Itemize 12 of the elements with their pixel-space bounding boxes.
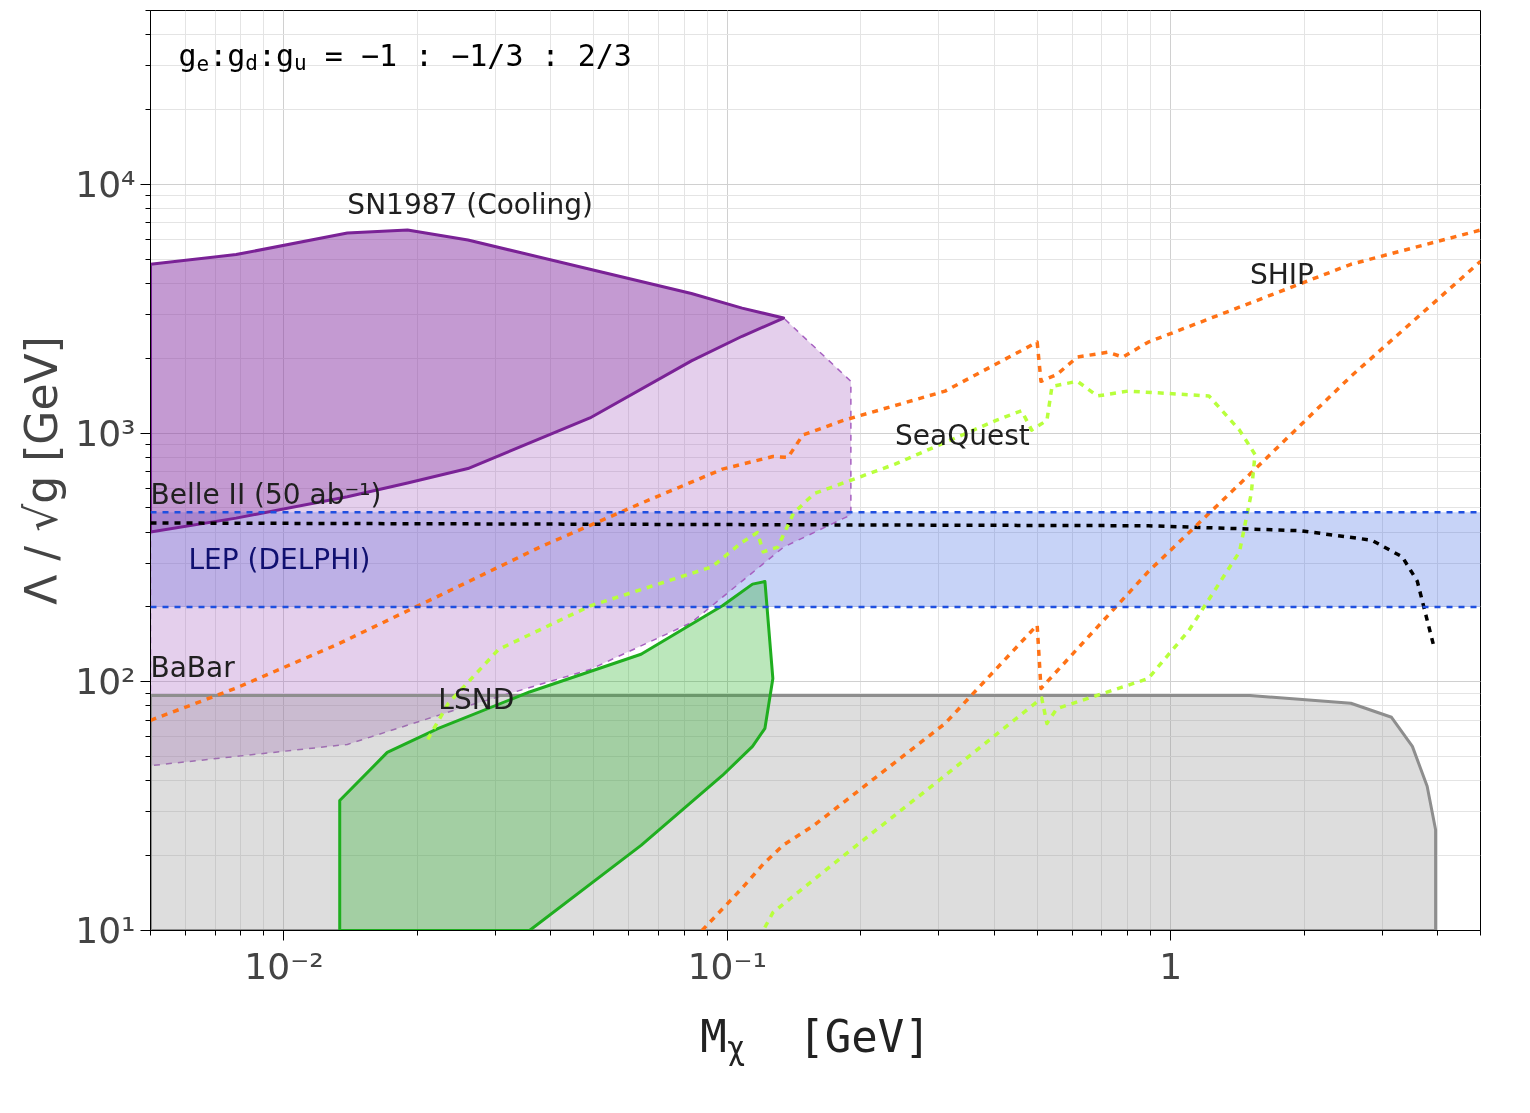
x-tick-label: 10⁻²: [244, 945, 324, 987]
y-tick-label: 10¹: [75, 910, 136, 951]
annotation: SN1987 (Cooling): [347, 188, 593, 222]
y-axis-title: Λ / √g [GeV]: [16, 336, 68, 605]
y-tick-label: 10⁴: [75, 163, 136, 205]
y-tick-label: 10²: [75, 661, 136, 703]
band-label: LEP (DELPHI): [188, 543, 371, 577]
y-tick-label: 10³: [75, 412, 136, 454]
annotation: BaBar: [150, 650, 236, 684]
annotation: SHIP: [1249, 258, 1314, 292]
x-tick-label: 1: [1159, 945, 1183, 987]
x-tick-label: 10⁻¹: [687, 945, 767, 987]
